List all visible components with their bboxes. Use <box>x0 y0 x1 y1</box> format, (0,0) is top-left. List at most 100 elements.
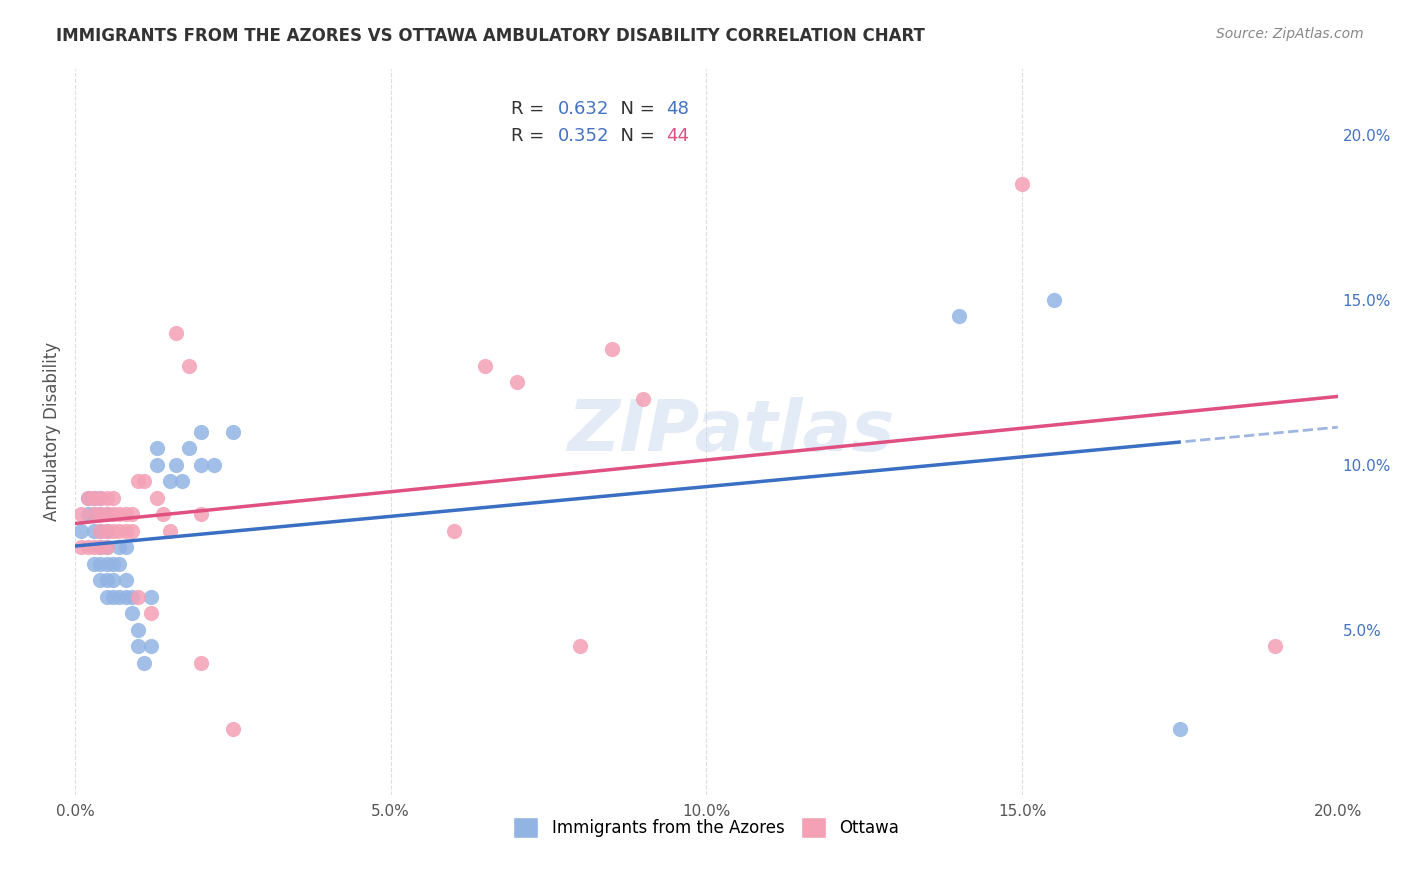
Point <box>108 590 131 604</box>
Point <box>89 491 111 505</box>
Point <box>506 375 529 389</box>
Point <box>474 359 496 373</box>
Point <box>101 524 124 538</box>
Point <box>948 309 970 323</box>
Point <box>83 491 105 505</box>
Text: R =: R = <box>510 100 550 118</box>
Point <box>96 557 118 571</box>
Point <box>139 639 162 653</box>
Text: 0.352: 0.352 <box>557 128 609 145</box>
Point <box>600 342 623 356</box>
Point <box>70 507 93 521</box>
Point <box>76 491 98 505</box>
Legend: Immigrants from the Azores, Ottawa: Immigrants from the Azores, Ottawa <box>506 811 905 845</box>
Point <box>83 557 105 571</box>
Point <box>165 326 187 340</box>
Point <box>127 623 149 637</box>
Point <box>70 524 93 538</box>
Point <box>83 524 105 538</box>
Point <box>108 524 131 538</box>
Point <box>83 507 105 521</box>
Point <box>127 639 149 653</box>
Point <box>96 524 118 538</box>
Point <box>70 540 93 554</box>
Text: N =: N = <box>609 100 661 118</box>
Point <box>96 540 118 554</box>
Point <box>177 441 200 455</box>
Point <box>96 540 118 554</box>
Text: 48: 48 <box>666 100 689 118</box>
Point <box>1168 722 1191 736</box>
Point <box>114 540 136 554</box>
Text: Source: ZipAtlas.com: Source: ZipAtlas.com <box>1216 27 1364 41</box>
Point <box>89 507 111 521</box>
Point <box>134 474 156 488</box>
Text: 44: 44 <box>666 128 689 145</box>
Point <box>101 491 124 505</box>
Point <box>96 573 118 587</box>
Point <box>134 656 156 670</box>
Point <box>89 540 111 554</box>
Point <box>89 507 111 521</box>
Point <box>146 441 169 455</box>
Point <box>108 507 131 521</box>
Point <box>222 722 245 736</box>
Point <box>96 507 118 521</box>
Point <box>89 573 111 587</box>
Point <box>96 507 118 521</box>
Point <box>114 573 136 587</box>
Point <box>89 524 111 538</box>
Point <box>83 507 105 521</box>
Point <box>127 590 149 604</box>
Point <box>190 507 212 521</box>
Point <box>202 458 225 472</box>
Point <box>121 590 143 604</box>
Text: N =: N = <box>609 128 661 145</box>
Point <box>172 474 194 488</box>
Point <box>177 359 200 373</box>
Point <box>114 507 136 521</box>
Point <box>190 425 212 439</box>
Point <box>121 524 143 538</box>
Point <box>76 491 98 505</box>
Point <box>159 524 181 538</box>
Point <box>83 540 105 554</box>
Point <box>152 507 174 521</box>
Point <box>96 590 118 604</box>
Point <box>190 656 212 670</box>
Point <box>121 507 143 521</box>
Point <box>96 491 118 505</box>
Point <box>569 639 592 653</box>
Point <box>222 425 245 439</box>
Point <box>101 573 124 587</box>
Point <box>89 557 111 571</box>
Point <box>114 524 136 538</box>
Point <box>1011 177 1033 191</box>
Point <box>76 540 98 554</box>
Point <box>1042 293 1064 307</box>
Point <box>96 524 118 538</box>
Point <box>76 507 98 521</box>
Point <box>121 606 143 620</box>
Point <box>89 491 111 505</box>
Point <box>108 540 131 554</box>
Point <box>443 524 465 538</box>
Point <box>101 557 124 571</box>
Y-axis label: Ambulatory Disability: Ambulatory Disability <box>44 342 60 521</box>
Point <box>101 590 124 604</box>
Point <box>89 540 111 554</box>
Point <box>83 491 105 505</box>
Point <box>146 491 169 505</box>
Point <box>146 458 169 472</box>
Point <box>127 474 149 488</box>
Point <box>108 557 131 571</box>
Text: ZIPatlas: ZIPatlas <box>568 397 896 467</box>
Point <box>1264 639 1286 653</box>
Point <box>139 606 162 620</box>
Text: R =: R = <box>510 128 550 145</box>
Point <box>139 590 162 604</box>
Point <box>114 590 136 604</box>
Point <box>101 507 124 521</box>
Point <box>89 524 111 538</box>
Point <box>633 392 655 406</box>
